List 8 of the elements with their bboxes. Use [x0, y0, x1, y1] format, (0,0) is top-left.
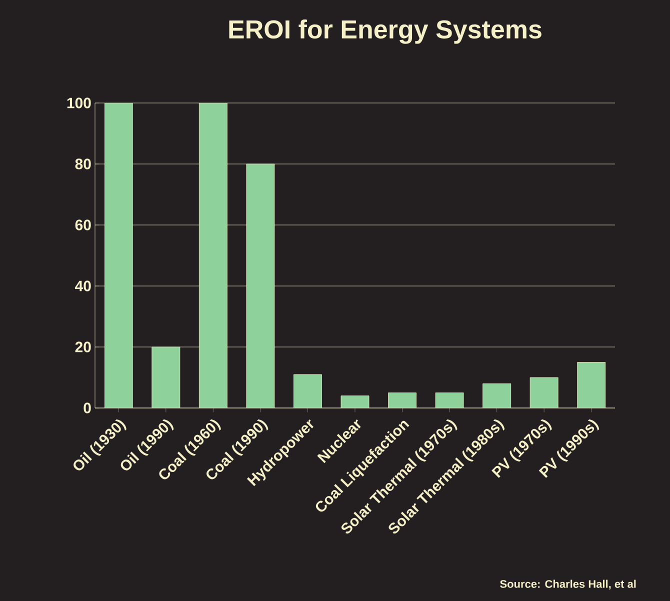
y-tick-label: 40 [75, 280, 91, 292]
chart-title: EROI for Energy Systems [229, 20, 542, 44]
y-tick-label: 80 [75, 158, 91, 170]
y-tick-label: 60 [75, 220, 91, 230]
source-note: Source: Charles Hall, et al [500, 580, 636, 590]
y-tick-label: 20 [75, 342, 91, 352]
y-tick-label: 0 [84, 402, 91, 414]
y-tick-label: 100 [67, 98, 91, 108]
